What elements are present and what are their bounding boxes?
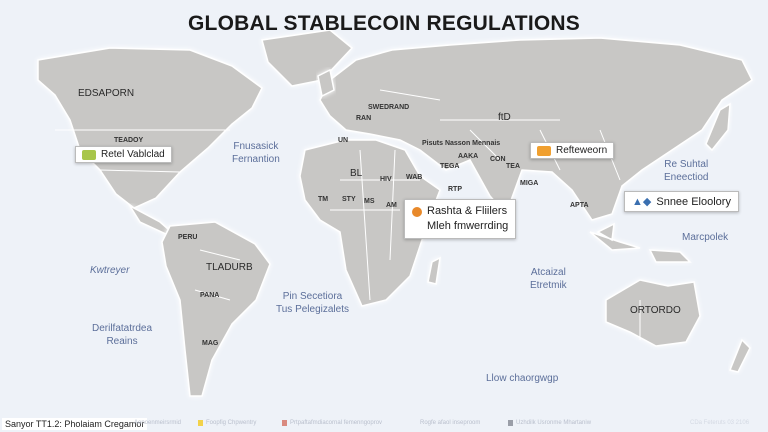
flag-icon (82, 149, 96, 160)
madagascar (427, 256, 441, 285)
callout-label: Refteweorn (556, 145, 608, 156)
eurasia (319, 37, 753, 221)
legend-swatch (282, 420, 287, 426)
ocean-label-line: Tus Pelegizalets (276, 304, 349, 315)
region-label: STY (342, 196, 356, 203)
callout-line: Mleh fmwerrding (427, 220, 509, 232)
legend-label: Prtpaftafmdiacornal femenngoprov (290, 420, 383, 426)
region-label: MAG (202, 340, 219, 347)
legend-swatch (508, 420, 513, 426)
indonesia (589, 222, 692, 263)
legend-item: Prtpaftafmdiacornal femenngoprov (282, 420, 382, 426)
callout-label: Retel Vablclad (101, 149, 165, 160)
ocean-label-line: Atcaizal (530, 267, 566, 278)
region-label: ftD (498, 112, 511, 123)
region-label: AAKA (458, 153, 479, 160)
ocean-label: Atcaizal Etretmik (530, 266, 567, 292)
ocean-label: Fnusasick Fernantion (232, 140, 280, 166)
region-label: RTP (448, 186, 462, 193)
ocean-label: Pin Secetiora Tus Pelegizalets (276, 290, 349, 316)
ocean-label: Derilfatatrdea Reains (92, 322, 152, 348)
legend-swatch (198, 420, 203, 426)
region-label: EDSAPORN (78, 88, 135, 99)
region-label: RAN (356, 115, 372, 122)
ocean-label: Marcpolek (682, 232, 729, 243)
australia (605, 279, 701, 347)
north-america (37, 47, 263, 209)
ocean-label: Llow chaorgwgp (486, 373, 559, 384)
region-label: ORTORDO (630, 305, 681, 316)
region-label: APTA (570, 202, 589, 209)
callout-asia-pacific[interactable]: ▲◆ Snnee Eloolory (624, 191, 739, 212)
coin-icon (412, 207, 422, 217)
region-label: TLADURB (206, 262, 253, 273)
region-label: CON (490, 156, 506, 163)
region-label: TEADOY (114, 137, 144, 144)
callout-americas[interactable]: Retel Vablclad (75, 146, 172, 163)
footer-note: CDa Feteruts 03 2106 (690, 420, 750, 426)
legend-item: Aenoenmeirsrmid (134, 420, 181, 426)
region-label: HIV (380, 176, 392, 183)
region-label: PERU (178, 234, 198, 241)
legend-label: Rogfe afaol inseproom (420, 420, 481, 426)
japan (705, 102, 731, 152)
callout-china[interactable]: Refteweorn (530, 142, 615, 159)
legend-label: Aenoenmeirsrmid (134, 420, 182, 426)
ocean-label: Kwtreyer (90, 265, 130, 276)
callout-label: Snnee Eloolory (656, 195, 731, 208)
region-label: PANA (200, 292, 220, 299)
region-label: WAB (406, 174, 423, 181)
region-label: Pisuts Nasson Mennais (422, 140, 501, 147)
region-label: TEGA (440, 163, 460, 170)
footer-legend: Sanyor TT1.2: Pholaiam Cregamor Aenoenme… (0, 414, 768, 432)
ocean-label-line: Derilfatatrdea (92, 323, 153, 334)
ocean-label: Re Suhtal Eneectiod (664, 158, 708, 184)
ocean-label-line: Fnusasick (233, 141, 279, 152)
africa (299, 139, 441, 307)
page-title: GLOBAL STABLECOIN REGULATIONS (188, 12, 580, 35)
flag-icon (537, 145, 551, 156)
south-america (161, 221, 271, 397)
region-label: TM (318, 196, 329, 203)
ocean-label-line: Etretmik (530, 280, 567, 291)
ocean-label-line: Eneectiod (664, 172, 709, 183)
region-label: MIGA (520, 180, 539, 187)
callout-line: Rashta & Fliilers (427, 205, 508, 217)
callout-text: Rashta & Fliilers Mleh fmwerrding (427, 204, 508, 234)
globe-icon: ▲◆ (632, 196, 652, 208)
source-credit: Sanyor TT1.2: Pholaiam Cregamor (2, 418, 148, 430)
legend-item: Rogfe afaol inseproom (420, 420, 480, 426)
ocean-label-line: Pin Secetiora (282, 291, 343, 302)
ocean-label-line: Reains (106, 336, 138, 347)
ocean-label-line: Fernantion (232, 154, 280, 165)
region-label: BL (350, 168, 363, 179)
legend-item: Foopfig Chpwentry (198, 420, 256, 426)
region-label: MS (364, 198, 375, 205)
callout-africa[interactable]: Rashta & Fliilers Mleh fmwerrding (404, 199, 517, 239)
region-label: TEA (506, 163, 520, 170)
legend-label: Uzhdilk Usronme Mhartaniw (516, 420, 592, 426)
region-label: SWEDRAND (368, 104, 410, 111)
region-label: UN (338, 137, 349, 144)
ocean-label-line: Re Suhtal (664, 159, 709, 170)
legend-label: Foopfig Chpwentry (206, 420, 257, 426)
legend-item: Uzhdilk Usronme Mhartaniw (508, 420, 591, 426)
region-label: AM (386, 202, 397, 209)
new-zealand (728, 338, 751, 373)
uk (317, 68, 335, 98)
